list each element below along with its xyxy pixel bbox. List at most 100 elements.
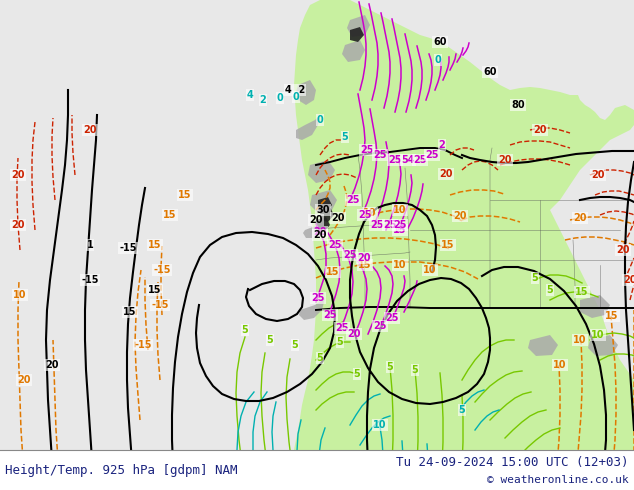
Text: 2: 2 bbox=[439, 140, 445, 150]
Text: 15: 15 bbox=[163, 210, 177, 220]
Text: 25: 25 bbox=[335, 323, 349, 333]
Text: 25: 25 bbox=[343, 250, 357, 260]
Polygon shape bbox=[342, 40, 365, 62]
Polygon shape bbox=[350, 27, 364, 42]
Text: 5: 5 bbox=[411, 365, 418, 375]
Text: 5: 5 bbox=[337, 337, 344, 347]
Bar bbox=[0, 450, 634, 490]
Text: 10: 10 bbox=[363, 208, 377, 218]
Text: -15: -15 bbox=[81, 275, 99, 285]
Text: 5: 5 bbox=[458, 405, 465, 415]
Text: 20: 20 bbox=[357, 253, 371, 263]
Text: 20: 20 bbox=[309, 215, 323, 225]
Text: 20: 20 bbox=[616, 245, 630, 255]
Text: 25: 25 bbox=[360, 145, 374, 155]
Text: 25: 25 bbox=[328, 240, 342, 250]
Text: 15: 15 bbox=[178, 190, 191, 200]
Polygon shape bbox=[580, 295, 610, 318]
Text: 0: 0 bbox=[435, 55, 441, 65]
Text: 15: 15 bbox=[605, 311, 619, 321]
Text: 20: 20 bbox=[17, 375, 31, 385]
Text: 25: 25 bbox=[385, 313, 399, 323]
Text: 25: 25 bbox=[373, 150, 387, 160]
Text: 5: 5 bbox=[342, 132, 348, 142]
Polygon shape bbox=[308, 160, 335, 183]
Text: 10: 10 bbox=[573, 335, 586, 345]
Text: 20: 20 bbox=[313, 230, 327, 240]
Text: 25: 25 bbox=[425, 150, 439, 160]
Text: 5: 5 bbox=[242, 325, 249, 335]
Text: 20: 20 bbox=[498, 155, 512, 165]
Text: 10: 10 bbox=[592, 330, 605, 340]
Text: 20: 20 bbox=[453, 211, 467, 221]
Text: 20: 20 bbox=[11, 170, 25, 180]
Text: 15: 15 bbox=[358, 260, 372, 270]
Text: 60: 60 bbox=[433, 37, 447, 47]
Text: 20: 20 bbox=[331, 213, 345, 223]
Text: -15: -15 bbox=[119, 243, 137, 253]
Text: 5: 5 bbox=[316, 353, 323, 363]
Text: 15: 15 bbox=[123, 307, 137, 317]
Text: 15: 15 bbox=[575, 287, 589, 297]
Text: 20: 20 bbox=[313, 227, 327, 237]
Polygon shape bbox=[472, 465, 540, 490]
Text: 10: 10 bbox=[373, 420, 387, 430]
Text: 20: 20 bbox=[623, 275, 634, 285]
Text: 5: 5 bbox=[387, 362, 393, 372]
Text: 25: 25 bbox=[373, 321, 387, 331]
Text: 25: 25 bbox=[393, 220, 407, 230]
Text: 20: 20 bbox=[533, 125, 547, 135]
Text: 4: 4 bbox=[247, 90, 254, 100]
Polygon shape bbox=[299, 298, 325, 320]
Polygon shape bbox=[310, 190, 337, 213]
Text: 0: 0 bbox=[293, 92, 299, 102]
Text: 15: 15 bbox=[393, 225, 407, 235]
Polygon shape bbox=[588, 335, 618, 356]
Text: 5: 5 bbox=[267, 335, 273, 345]
Polygon shape bbox=[560, 465, 620, 490]
Text: 54: 54 bbox=[401, 155, 415, 165]
Text: Height/Temp. 925 hPa [gdpm] NAM: Height/Temp. 925 hPa [gdpm] NAM bbox=[5, 464, 238, 476]
Polygon shape bbox=[296, 115, 320, 140]
Text: 0: 0 bbox=[276, 93, 283, 103]
Text: 25: 25 bbox=[388, 155, 402, 165]
Text: 15: 15 bbox=[148, 285, 162, 295]
Text: 20: 20 bbox=[11, 220, 25, 230]
Text: 20: 20 bbox=[347, 329, 361, 339]
Polygon shape bbox=[303, 220, 325, 238]
Text: 5: 5 bbox=[354, 369, 360, 379]
Text: 10: 10 bbox=[424, 265, 437, 275]
Text: 25: 25 bbox=[370, 220, 384, 230]
Text: 25: 25 bbox=[383, 220, 397, 230]
Text: 25: 25 bbox=[413, 155, 427, 165]
Text: -15: -15 bbox=[152, 300, 169, 310]
Text: 20: 20 bbox=[592, 170, 605, 180]
Polygon shape bbox=[316, 217, 330, 232]
Text: 25: 25 bbox=[346, 195, 359, 205]
Text: 10: 10 bbox=[393, 260, 407, 270]
Text: © weatheronline.co.uk: © weatheronline.co.uk bbox=[488, 475, 629, 485]
Text: 60: 60 bbox=[483, 67, 497, 77]
Text: 15: 15 bbox=[441, 240, 455, 250]
Text: 20: 20 bbox=[439, 169, 453, 179]
Polygon shape bbox=[528, 335, 558, 356]
Polygon shape bbox=[220, 0, 634, 490]
Text: -15: -15 bbox=[134, 340, 152, 350]
Text: 5: 5 bbox=[547, 285, 553, 295]
Text: 30: 30 bbox=[316, 205, 330, 215]
Text: 20: 20 bbox=[45, 360, 59, 370]
Polygon shape bbox=[318, 197, 332, 212]
Text: 0: 0 bbox=[316, 115, 323, 125]
Polygon shape bbox=[296, 80, 316, 105]
Text: 20: 20 bbox=[83, 125, 97, 135]
Text: 80: 80 bbox=[511, 100, 525, 110]
Text: 4  2: 4 2 bbox=[285, 85, 305, 95]
Text: 20: 20 bbox=[573, 213, 586, 223]
Text: 5: 5 bbox=[292, 340, 299, 350]
Text: 5: 5 bbox=[532, 273, 538, 283]
Text: 25: 25 bbox=[311, 293, 325, 303]
Polygon shape bbox=[347, 15, 370, 37]
Text: 15: 15 bbox=[327, 267, 340, 277]
Text: 25: 25 bbox=[358, 210, 372, 220]
Text: 25: 25 bbox=[323, 310, 337, 320]
